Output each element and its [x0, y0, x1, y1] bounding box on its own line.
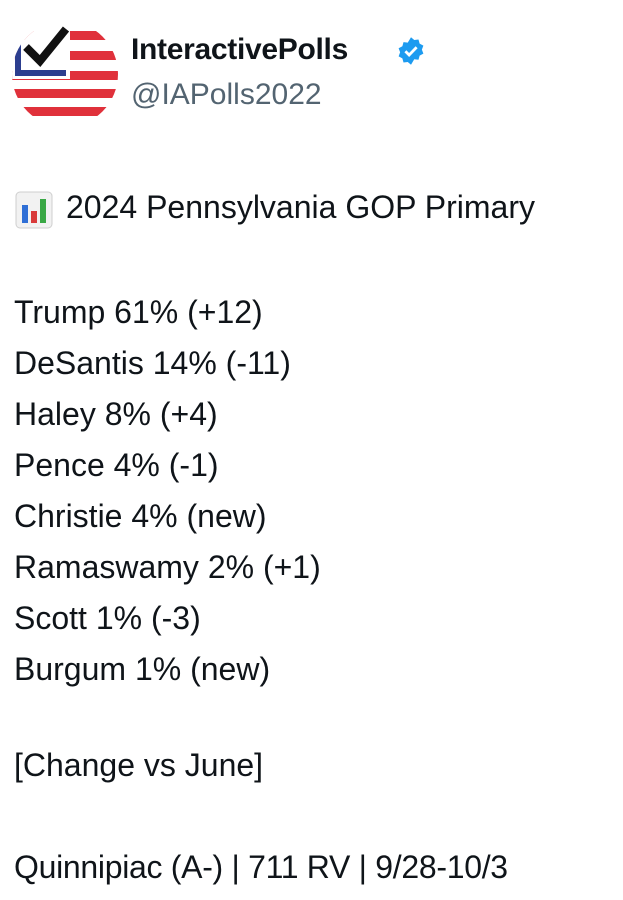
result-list: Trump 61% (+12) DeSantis 14% (-11) Haley 8… [14, 287, 321, 695]
avatar[interactable] [12, 21, 118, 127]
result-row: Ramaswamy 2% (+1) [14, 549, 321, 585]
poll-source: Quinnipiac (A-) | 711 RV | 9/28-10/3 [14, 849, 508, 885]
handle[interactable]: @IAPolls2022 [131, 78, 322, 111]
result-row: Burgum 1% (new) [14, 651, 271, 687]
verified-badge [398, 37, 424, 65]
display-name[interactable]: InteractivePolls [131, 33, 348, 66]
result-row: Christie 4% (new) [14, 498, 267, 534]
poll-title: 2024 Pennsylvania GOP Primary [66, 189, 535, 225]
result-row: Pence 4% (-1) [14, 447, 219, 483]
change-note: [Change vs June] [14, 747, 264, 783]
result-row: Trump 61% (+12) [14, 294, 263, 330]
result-row: Scott 1% (-3) [14, 600, 201, 636]
chart-emoji [15, 191, 53, 229]
result-row: Haley 8% (+4) [14, 396, 218, 432]
result-row: DeSantis 14% (-11) [14, 345, 291, 381]
